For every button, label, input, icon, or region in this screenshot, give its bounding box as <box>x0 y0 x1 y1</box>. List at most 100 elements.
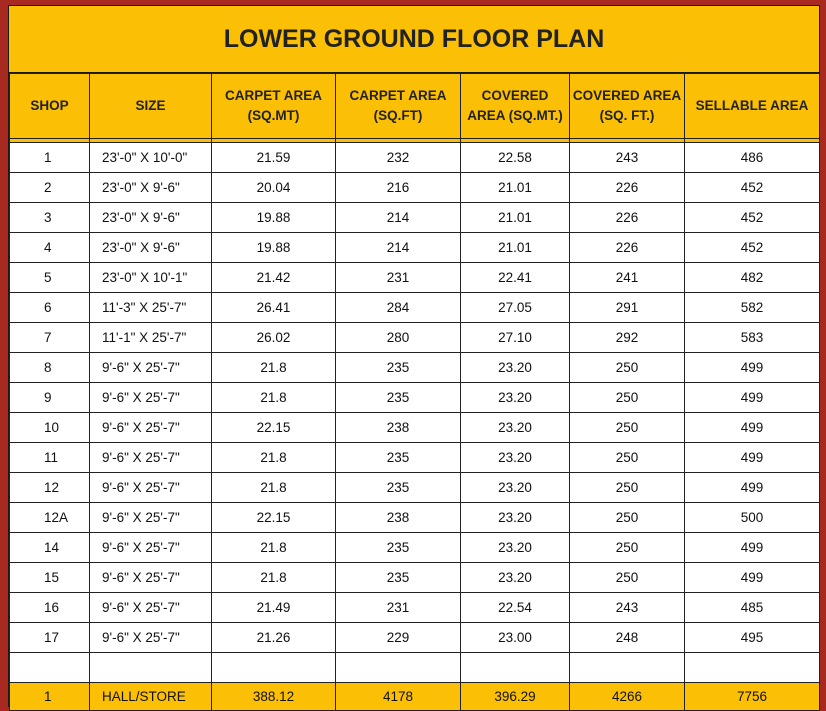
cell-size: 9'-6" X 25'-7" <box>89 472 212 503</box>
cell-sellable: 452 <box>684 172 820 203</box>
table-row: 11 9'-6" X 25'-7" 21.8 235 23.20 250 499 <box>9 442 820 473</box>
cell-covered-sqmt: 23.20 <box>460 442 570 473</box>
cell-covered-sqft: 241 <box>569 262 685 293</box>
cell-carpet-sqmt: 21.42 <box>211 262 336 293</box>
table-row: 12 9'-6" X 25'-7" 21.8 235 23.20 250 499 <box>9 472 820 503</box>
cell-covered-sqft: 226 <box>569 232 685 263</box>
cell-size: 9'-6" X 25'-7" <box>89 352 212 383</box>
cell-size <box>89 652 212 683</box>
cell-covered-sqmt: 23.20 <box>460 472 570 503</box>
cell-carpet-sqmt: 20.04 <box>211 172 336 203</box>
cell-size: 9'-6" X 25'-7" <box>89 562 212 593</box>
header-covered-area-sqmt: COVERED AREA (SQ.MT.) <box>460 73 570 139</box>
cell-shop: 4 <box>9 232 90 263</box>
cell-carpet-sqft: 214 <box>335 202 461 233</box>
cell-carpet-sqft: 232 <box>335 142 461 173</box>
cell-sellable: 499 <box>684 382 820 413</box>
cell-sellable: 7756 <box>684 682 820 711</box>
table-row: 12A 9'-6" X 25'-7" 22.15 238 23.20 250 500 <box>9 502 820 533</box>
cell-size: 23'-0" X 9'-6" <box>89 202 212 233</box>
cell-size: 9'-6" X 25'-7" <box>89 382 212 413</box>
cell-covered-sqft: 248 <box>569 622 685 653</box>
cell-covered-sqmt: 27.10 <box>460 322 570 353</box>
cell-sellable: 452 <box>684 232 820 263</box>
cell-covered-sqmt: 21.01 <box>460 172 570 203</box>
cell-covered-sqmt: 23.00 <box>460 622 570 653</box>
cell-sellable: 500 <box>684 502 820 533</box>
cell-carpet-sqmt: 21.8 <box>211 352 336 383</box>
cell-carpet-sqmt: 21.8 <box>211 442 336 473</box>
cell-carpet-sqmt: 22.15 <box>211 502 336 533</box>
cell-size: 9'-6" X 25'-7" <box>89 412 212 443</box>
cell-carpet-sqmt: 19.88 <box>211 202 336 233</box>
table-row: 10 9'-6" X 25'-7" 22.15 238 23.20 250 499 <box>9 412 820 443</box>
cell-carpet-sqmt <box>211 652 336 683</box>
cell-carpet-sqmt: 26.02 <box>211 322 336 353</box>
cell-sellable: 499 <box>684 412 820 443</box>
cell-shop: 9 <box>9 382 90 413</box>
cell-covered-sqft: 250 <box>569 412 685 443</box>
cell-sellable: 482 <box>684 262 820 293</box>
cell-shop: 7 <box>9 322 90 353</box>
cell-covered-sqmt: 22.41 <box>460 262 570 293</box>
cell-covered-sqft: 243 <box>569 592 685 623</box>
cell-covered-sqft: 4266 <box>569 682 685 711</box>
cell-sellable: 495 <box>684 622 820 653</box>
total-row: 1 HALL/STORE 388.12 4178 396.29 4266 7756 <box>9 682 820 711</box>
cell-size: 23'-0" X 10'-0" <box>89 142 212 173</box>
cell-covered-sqft: 250 <box>569 472 685 503</box>
header-covered-area-sqft: COVERED AREA (SQ. FT.) <box>569 73 685 139</box>
cell-sellable: 583 <box>684 322 820 353</box>
cell-covered-sqmt: 396.29 <box>460 682 570 711</box>
cell-sellable: 499 <box>684 352 820 383</box>
cell-carpet-sqmt: 21.8 <box>211 472 336 503</box>
cell-carpet-sqft: 280 <box>335 322 461 353</box>
cell-carpet-sqft: 229 <box>335 622 461 653</box>
table-header: SHOP SIZE CARPET AREA (SQ.MT) CARPET AREA… <box>9 73 820 139</box>
cell-carpet-sqft: 216 <box>335 172 461 203</box>
cell-shop <box>9 652 90 683</box>
cell-covered-sqft: 291 <box>569 292 685 323</box>
cell-covered-sqft: 250 <box>569 562 685 593</box>
table-row: 17 9'-6" X 25'-7" 21.26 229 23.00 248 495 <box>9 622 820 653</box>
cell-size: 9'-6" X 25'-7" <box>89 622 212 653</box>
cell-covered-sqmt: 23.20 <box>460 352 570 383</box>
cell-sellable: 452 <box>684 202 820 233</box>
cell-covered-sqmt: 23.20 <box>460 532 570 563</box>
cell-carpet-sqft: 235 <box>335 382 461 413</box>
cell-sellable: 499 <box>684 562 820 593</box>
cell-sellable: 499 <box>684 472 820 503</box>
table-body: 1 23'-0" X 10'-0" 21.59 232 22.58 243 486 2 23'-… <box>9 138 820 711</box>
cell-carpet-sqmt: 21.26 <box>211 622 336 653</box>
cell-covered-sqft: 250 <box>569 352 685 383</box>
cell-carpet-sqft: 4178 <box>335 682 461 711</box>
cell-shop: 8 <box>9 352 90 383</box>
cell-size: 9'-6" X 25'-7" <box>89 592 212 623</box>
cell-sellable: 486 <box>684 142 820 173</box>
cell-carpet-sqft: 238 <box>335 412 461 443</box>
cell-covered-sqft: 250 <box>569 442 685 473</box>
cell-carpet-sqmt: 21.8 <box>211 532 336 563</box>
cell-carpet-sqft: 284 <box>335 292 461 323</box>
cell-carpet-sqmt: 26.41 <box>211 292 336 323</box>
table-row: 3 23'-0" X 9'-6" 19.88 214 21.01 226 452 <box>9 202 820 233</box>
cell-shop: 15 <box>9 562 90 593</box>
cell-carpet-sqmt: 22.15 <box>211 412 336 443</box>
cell-shop: 10 <box>9 412 90 443</box>
table-row: 15 9'-6" X 25'-7" 21.8 235 23.20 250 499 <box>9 562 820 593</box>
table-row: 14 9'-6" X 25'-7" 21.8 235 23.20 250 499 <box>9 532 820 563</box>
table-row: 4 23'-0" X 9'-6" 19.88 214 21.01 226 452 <box>9 232 820 263</box>
cell-carpet-sqft: 235 <box>335 442 461 473</box>
table-row: 9 9'-6" X 25'-7" 21.8 235 23.20 250 499 <box>9 382 820 413</box>
table-row: 5 23'-0" X 10'-1" 21.42 231 22.41 241 482 <box>9 262 820 293</box>
cell-shop: 5 <box>9 262 90 293</box>
cell-covered-sqft: 243 <box>569 142 685 173</box>
cell-size: 23'-0" X 9'-6" <box>89 232 212 263</box>
cell-carpet-sqmt: 388.12 <box>211 682 336 711</box>
cell-covered-sqft: 226 <box>569 202 685 233</box>
cell-carpet-sqft: 214 <box>335 232 461 263</box>
cell-shop: 1 <box>9 682 90 711</box>
cell-covered-sqft: 250 <box>569 502 685 533</box>
floor-plan-table-frame: LOWER GROUND FLOOR PLAN SHOP SIZE CARPET… <box>8 5 820 711</box>
floor-plan-table: SHOP SIZE CARPET AREA (SQ.MT) CARPET AREA… <box>9 73 820 711</box>
